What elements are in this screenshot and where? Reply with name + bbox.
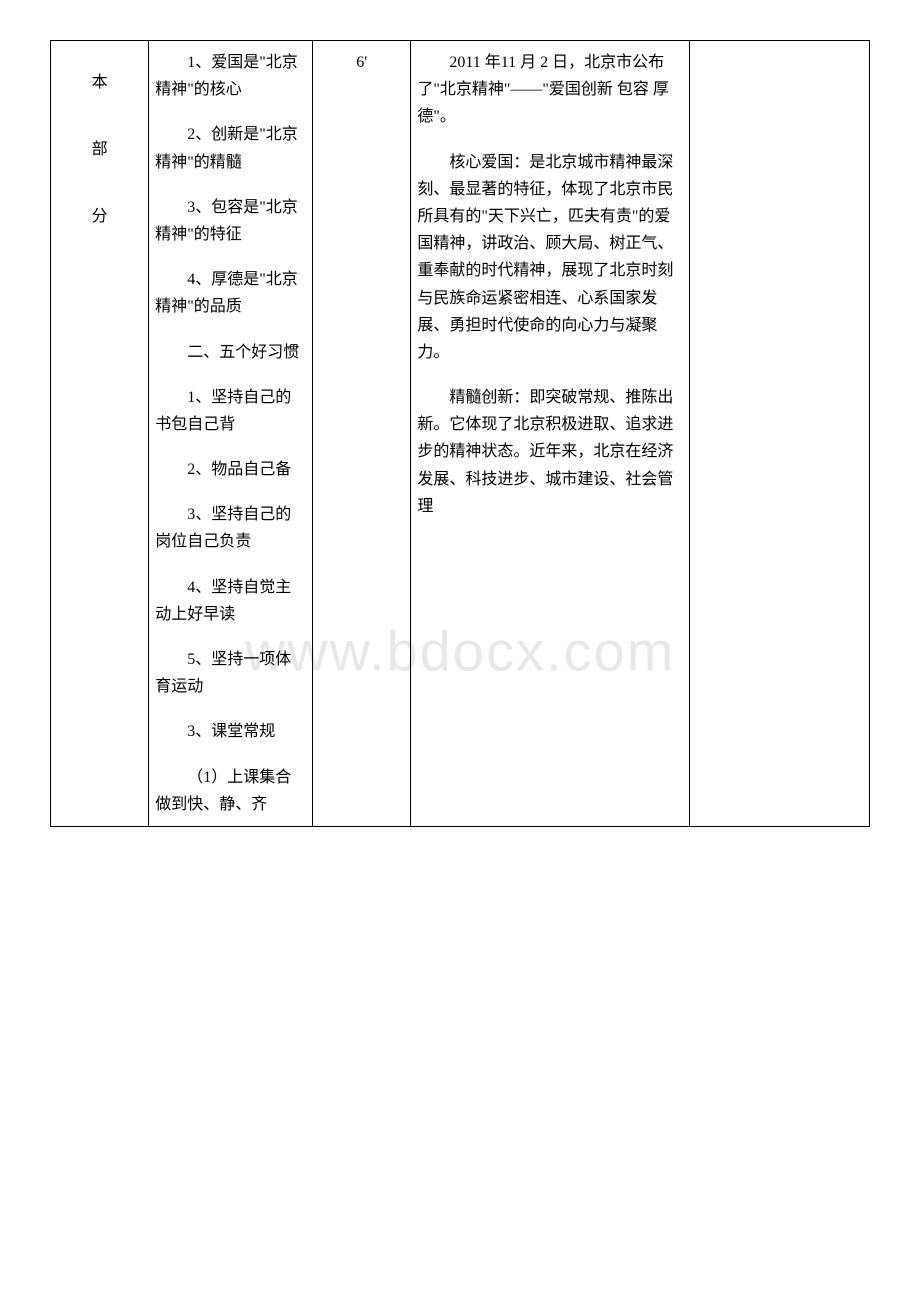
time-value: 6' xyxy=(356,54,367,71)
detail-paragraph: 精髓创新：即突破常规、推陈出新。它体现了北京积极进取、追求进步的精神状态。近年来… xyxy=(417,384,682,520)
cell-notes xyxy=(689,41,869,827)
cell-time: 6' xyxy=(313,41,411,827)
detail-paragraph: 核心爱国：是北京城市精神最深刻、最显著的特征，体现了北京市民所具有的"天下兴亡，… xyxy=(417,149,682,367)
outline-item: 1、坚持自己的书包自己背 xyxy=(155,384,306,438)
outline-item: 5、坚持一项体育运动 xyxy=(155,646,306,700)
outline-item: 3、包容是"北京精神"的特征 xyxy=(155,194,306,248)
section-char-3: 分 xyxy=(57,203,142,230)
cell-detail: 2011 年11 月 2 日，北京市公布了"北京精神"——"爱国创新 包容 厚德… xyxy=(411,41,689,827)
section-char-2: 部 xyxy=(57,136,142,163)
section-char-1: 本 xyxy=(57,69,142,96)
outline-item: 2、创新是"北京精神"的精髓 xyxy=(155,121,306,175)
table-row: 本 部 分 1、爱国是"北京精神"的核心 2、创新是"北京精神"的精髓 3、包容… xyxy=(51,41,870,827)
outline-item: 3、课堂常规 xyxy=(155,718,306,745)
content-table: 本 部 分 1、爱国是"北京精神"的核心 2、创新是"北京精神"的精髓 3、包容… xyxy=(50,40,870,827)
outline-item: 二、五个好习惯 xyxy=(155,339,306,366)
detail-paragraph: 2011 年11 月 2 日，北京市公布了"北京精神"——"爱国创新 包容 厚德… xyxy=(417,49,682,131)
outline-item: 4、厚德是"北京精神"的品质 xyxy=(155,266,306,320)
cell-section-label: 本 部 分 xyxy=(51,41,149,827)
outline-item: 1、爱国是"北京精神"的核心 xyxy=(155,49,306,103)
outline-item: 4、坚持自觉主动上好早读 xyxy=(155,574,306,628)
outline-item: 2、物品自己备 xyxy=(155,456,306,483)
outline-item: 3、坚持自己的岗位自己负责 xyxy=(155,501,306,555)
cell-outline: 1、爱国是"北京精神"的核心 2、创新是"北京精神"的精髓 3、包容是"北京精神… xyxy=(149,41,313,827)
outline-item: （1）上课集合做到快、静、齐 xyxy=(155,764,306,818)
